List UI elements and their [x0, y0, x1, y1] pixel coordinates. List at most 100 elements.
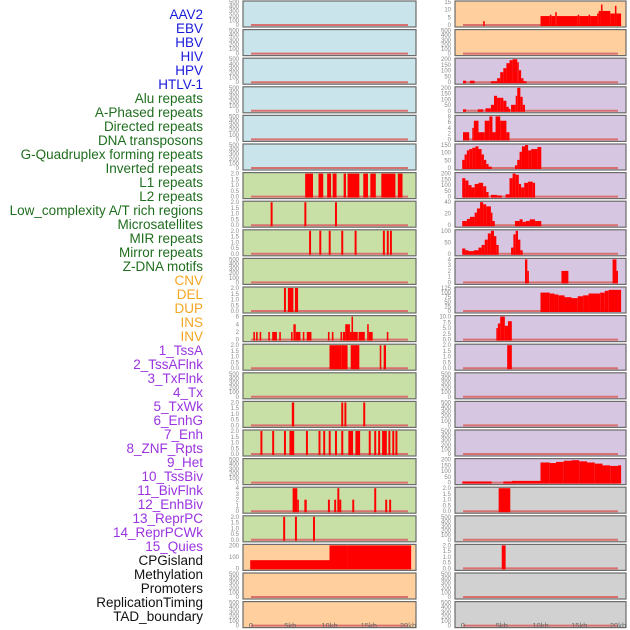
- signal-bar: [327, 331, 330, 341]
- y-tick-label: 50: [444, 240, 451, 246]
- x-tick-label: 5kb: [284, 621, 296, 630]
- y-tick-label: 1.5: [231, 206, 240, 212]
- signal-bar: [577, 296, 584, 312]
- signal-bar: [517, 87, 521, 112]
- signal-bar: [363, 402, 366, 427]
- signal-bar: [497, 195, 502, 198]
- signal-bar: [358, 331, 365, 341]
- signal-bar: [571, 298, 578, 312]
- y-tick-label: 0.5: [443, 360, 452, 366]
- signal-bar: [598, 10, 601, 26]
- signal-bar: [497, 97, 501, 112]
- track-panel: [454, 600, 627, 629]
- signal-bar: [334, 202, 337, 227]
- y-tick-label: 0.5: [231, 418, 240, 424]
- y-tick-label: 400: [229, 148, 240, 154]
- signal-bar: [517, 62, 519, 84]
- y-tick-label: 200: [229, 586, 240, 592]
- signal-bar: [463, 132, 470, 141]
- track-label: L1 repeats: [139, 175, 203, 190]
- signal-bar: [487, 233, 491, 255]
- signal-bar: [490, 212, 493, 227]
- signal-bar: [334, 499, 337, 513]
- signal-bar: [363, 173, 368, 198]
- y-tick-label: 400: [441, 405, 452, 411]
- y-tick-label: 200: [229, 614, 240, 620]
- signal-bar: [511, 480, 518, 484]
- y-tick-label: 100: [229, 390, 240, 396]
- y-tick-label: 6: [236, 315, 240, 321]
- signal-bar: [537, 147, 542, 169]
- track-label: AAV2: [169, 7, 203, 22]
- y-tick-label: 300: [229, 267, 240, 273]
- signal-bar: [349, 331, 352, 341]
- y-tick-label: 300: [229, 467, 240, 473]
- track-panel: [454, 515, 627, 543]
- track-label: Directed repeats: [103, 119, 203, 134]
- y-tick-label: 100: [441, 447, 452, 453]
- signal-bar: [540, 292, 550, 312]
- signal-bar: [331, 331, 334, 341]
- signal-bar: [490, 230, 494, 255]
- y-tick-label: 1.0: [231, 412, 240, 418]
- signal-bar: [337, 488, 340, 513]
- signal-bar: [463, 109, 467, 112]
- signal-bar: [503, 68, 507, 84]
- signal-bar: [328, 230, 331, 255]
- track-label: Alu repeats: [134, 91, 203, 106]
- signal-bar: [500, 72, 504, 84]
- signal-bar: [323, 431, 326, 455]
- y-tick-label: 4: [236, 322, 240, 328]
- signal-bar: [523, 81, 527, 84]
- y-tick-label: 100: [229, 76, 240, 82]
- y-tick-label: 0: [448, 252, 452, 258]
- y-tick-label: 1.5: [231, 292, 240, 298]
- y-tick-label: 500: [441, 572, 452, 578]
- y-tick-label: 400: [229, 262, 240, 268]
- signal-bar: [486, 206, 491, 227]
- y-tick-label: 200: [229, 14, 240, 20]
- signal-bar: [397, 173, 403, 198]
- signal-bar: [500, 120, 507, 141]
- x-tick-label: 0: [249, 621, 253, 630]
- y-tick-label: 0: [236, 52, 240, 58]
- signal-bar: [347, 545, 412, 570]
- signal-bar: [327, 173, 332, 198]
- y-tick-label: 100: [229, 590, 240, 596]
- y-tick-label: 150: [441, 177, 452, 183]
- signal-bar: [345, 324, 350, 341]
- y-tick-label: 200: [229, 471, 240, 477]
- y-tick-label: 2.0: [231, 229, 240, 235]
- y-tick-label: 100: [229, 18, 240, 24]
- signal-bar: [466, 150, 470, 169]
- y-tick-label: 0.0: [231, 452, 240, 458]
- signal-bar: [495, 116, 501, 141]
- signal-bar: [610, 13, 615, 26]
- y-tick-label: 50: [444, 189, 451, 195]
- signal-bar: [506, 132, 510, 141]
- y-tick-label: 0: [448, 137, 452, 143]
- signal-bar: [353, 331, 358, 341]
- signal-bar: [517, 480, 541, 484]
- y-tick-label: 500: [229, 0, 240, 6]
- y-tick-label: 300: [441, 410, 452, 416]
- track-panel: [242, 572, 417, 600]
- track-label: 4_Tx: [172, 385, 203, 400]
- signal-bar: [272, 331, 277, 341]
- track-panel: [242, 257, 417, 285]
- y-tick-label: 0: [448, 481, 452, 487]
- track-label: Low_complexity A/T rich regions: [9, 203, 203, 218]
- track-label: EBV: [175, 21, 203, 36]
- signal-bar: [462, 159, 465, 169]
- y-tick-label: 0.5: [231, 217, 240, 223]
- y-tick-label: 2: [236, 498, 240, 504]
- x-tick-label: 10kb: [321, 621, 337, 630]
- y-tick-label: 0: [448, 109, 452, 115]
- y-tick-label: 400: [229, 33, 240, 39]
- signal-bar: [519, 219, 523, 227]
- track-panel: [242, 200, 417, 228]
- y-tick-label: 200: [441, 586, 452, 592]
- signal-bar: [388, 431, 391, 455]
- signal-bar: [571, 460, 580, 484]
- y-tick-label: 300: [441, 381, 452, 387]
